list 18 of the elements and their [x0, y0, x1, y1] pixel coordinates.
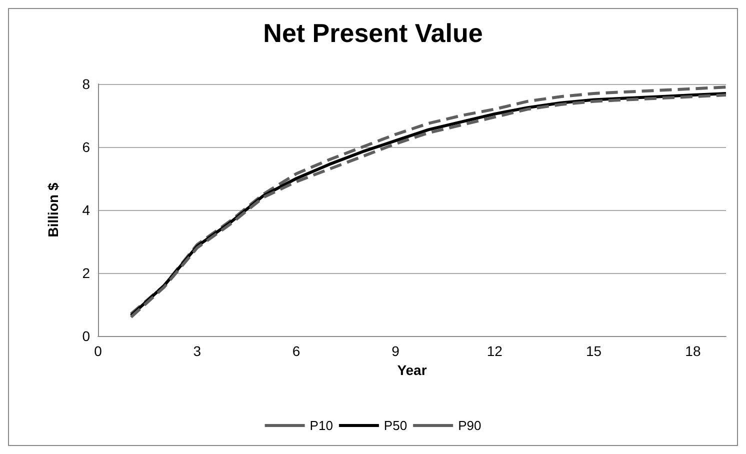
legend-label: P50: [384, 418, 408, 433]
legend-label: P10: [310, 418, 333, 433]
x-tick-label: 3: [193, 343, 202, 359]
x-axis-title: Year: [397, 362, 428, 378]
x-tick-label: 0: [94, 343, 102, 359]
x-tick-label: 9: [392, 343, 400, 359]
x-tick-label: 18: [685, 343, 701, 359]
y-axis-title: Billion $: [45, 182, 61, 238]
x-tick-label: 6: [292, 343, 300, 359]
legend-label: P90: [458, 418, 482, 433]
x-tick-label: 12: [486, 343, 503, 359]
y-tick-label: 2: [82, 265, 90, 281]
x-tick-label: 15: [586, 343, 602, 359]
y-tick-label: 8: [82, 76, 90, 92]
y-tick-label: 4: [82, 202, 90, 218]
y-tick-label: 6: [82, 139, 90, 155]
y-tick-label: 0: [82, 328, 90, 344]
chart-title: Net Present Value: [263, 18, 483, 48]
